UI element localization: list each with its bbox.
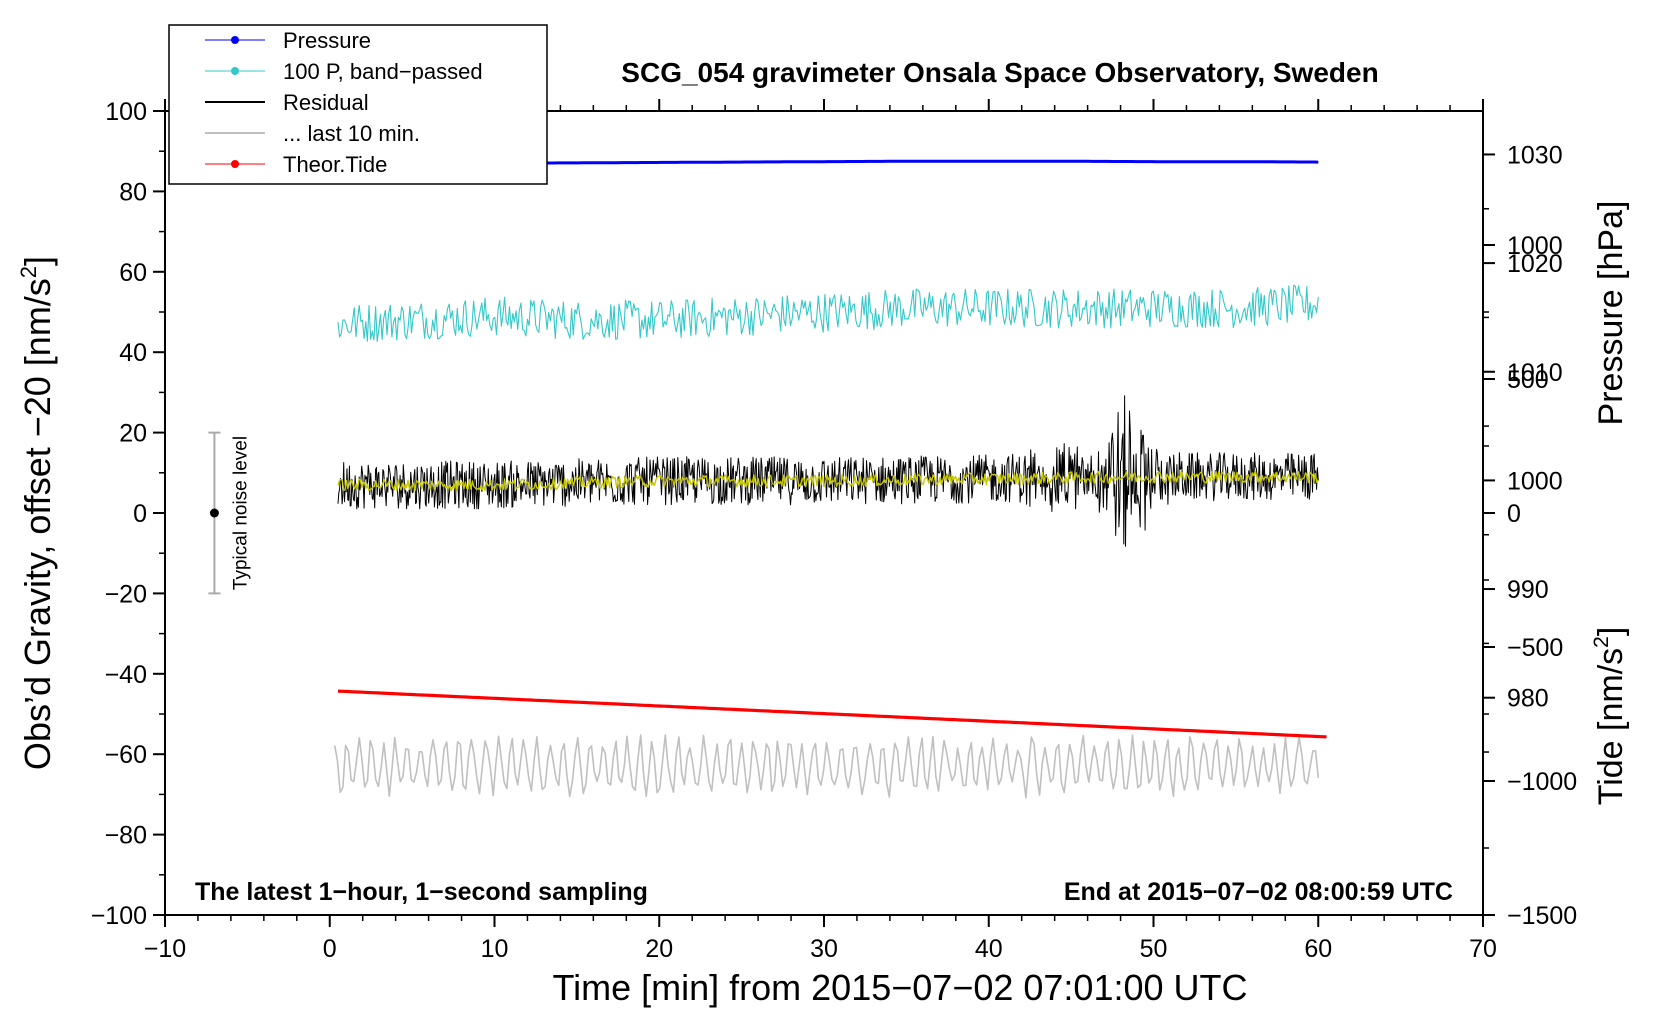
legend-marker: [231, 36, 239, 44]
legend-label: 100 P, band−passed: [283, 59, 483, 84]
pressure-tick-label: 1030: [1507, 141, 1563, 169]
y-tick-label: 0: [133, 500, 147, 528]
series-layer: [333, 159, 1327, 799]
legend: Pressure 100 P, band−passed Residual ... la…: [168, 24, 548, 185]
x-tick-label: −10: [144, 935, 186, 963]
legend-label: Residual: [283, 90, 369, 115]
annotation-sampling: The latest 1−hour, 1−second sampling: [195, 878, 648, 906]
y-axis-label-left-sup: 2: [16, 266, 41, 278]
tick-layer: −10 0 10 20 30 40 50 60 70−100−80−60−40−20020406…: [91, 98, 1578, 963]
y-axis-label-tide-main: Tide [nm/s: [1592, 648, 1630, 805]
y-tick-label: −40: [105, 661, 147, 689]
annotation-end-time: End at 2015−07−02 08:00:59 UTC: [1064, 878, 1453, 906]
legend-marker: [231, 67, 239, 75]
tide-tick-label: 0: [1507, 500, 1521, 528]
chart-title: SCG_054 gravimeter Onsala Space Observat…: [621, 57, 1378, 88]
legend-label: Theor.Tide: [283, 152, 387, 177]
pressure-tick-label: 980: [1507, 685, 1549, 713]
pressure-tick-label: 990: [1507, 576, 1549, 604]
legend-box: [168, 24, 548, 185]
x-axis-label: Time [min] from 2015−07−02 07:01:00 UTC: [552, 967, 1247, 1008]
y-tick-label: 60: [119, 259, 147, 287]
x-tick-label: 20: [645, 935, 673, 963]
y-axis-label-tide: Tide [nm/s2]: [1590, 627, 1630, 806]
noise-bar-center: [209, 508, 219, 518]
y-axis-label-left-close: ]: [17, 256, 58, 266]
series--last-10-min-: [333, 734, 1320, 799]
noise-bar-label: Typical noise level: [230, 436, 251, 590]
tide-tick-label: −1500: [1507, 902, 1577, 930]
x-tick-label: 40: [975, 935, 1003, 963]
y-axis-label-tide-sup: 2: [1590, 636, 1613, 648]
y-tick-label: −80: [105, 822, 147, 850]
legend-items: Pressure 100 P, band−passed Residual ... la…: [205, 28, 483, 177]
tide-tick-label: 500: [1507, 366, 1549, 394]
pressure-tick-label: 1000: [1507, 467, 1563, 495]
y-tick-label: 20: [119, 420, 147, 448]
y-axis-label-tide-close: ]: [1592, 627, 1630, 636]
pressure-tick-label: 1010: [1507, 359, 1563, 387]
pressure-tick-label: 1020: [1507, 250, 1563, 278]
y-tick-label: −100: [91, 902, 147, 930]
legend-label: ... last 10 min.: [283, 121, 420, 146]
legend-marker: [231, 160, 239, 168]
noise-bar: Typical noise level: [208, 431, 251, 595]
y-tick-label: −20: [105, 580, 147, 608]
y-tick-label: 100: [105, 98, 147, 126]
x-tick-label: 70: [1469, 935, 1497, 963]
x-tick-label: 0: [323, 935, 337, 963]
legend-label: Pressure: [283, 28, 371, 53]
series-100-p-band-passed: [337, 284, 1319, 343]
tide-tick-label: −500: [1507, 634, 1563, 662]
y-axis-label-left-main: Obs’d Gravity, offset −20 [nm/s: [17, 278, 58, 770]
tide-tick-label: −1000: [1507, 768, 1577, 796]
y-axis-label-pressure: Pressure [hPa]: [1592, 201, 1630, 426]
x-tick-label: 50: [1140, 935, 1168, 963]
series-theor-tide: [337, 689, 1327, 739]
x-tick-label: 30: [810, 935, 838, 963]
tide-tick-label: 1000: [1507, 232, 1563, 260]
y-tick-label: 40: [119, 339, 147, 367]
x-tick-label: 10: [481, 935, 509, 963]
y-tick-label: 80: [119, 178, 147, 206]
x-tick-label: 60: [1304, 935, 1332, 963]
y-tick-label: −60: [105, 741, 147, 769]
series-residual: [337, 395, 1319, 547]
series-residual-smoothed: [337, 470, 1319, 492]
y-axis-label-left: Obs’d Gravity, offset −20 [nm/s2]: [16, 256, 58, 770]
